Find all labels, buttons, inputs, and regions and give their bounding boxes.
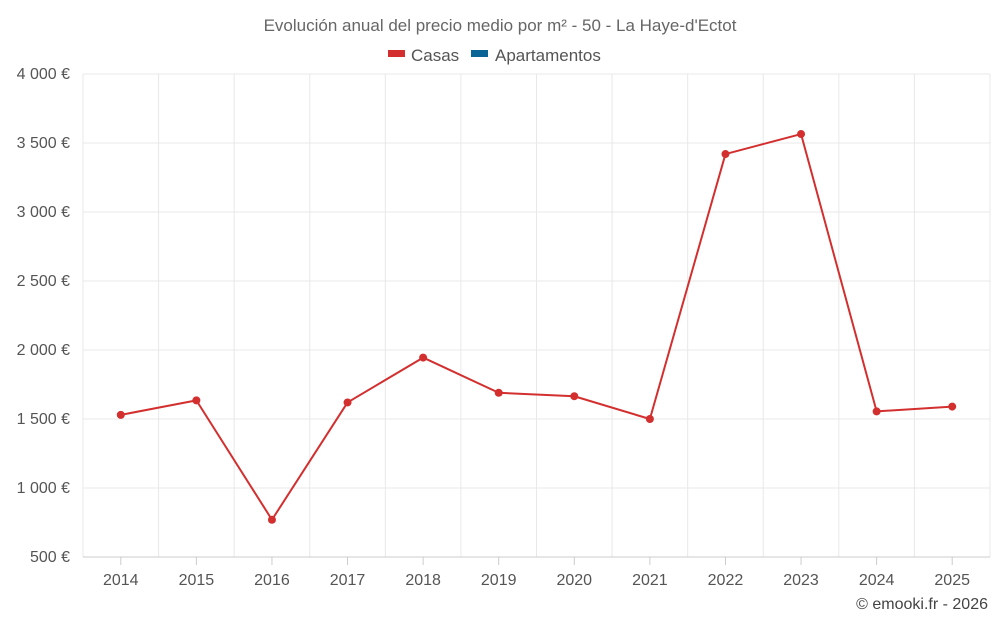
- legend: Casas Apartamentos: [388, 46, 601, 65]
- x-tick-label: 2025: [934, 572, 970, 589]
- y-tick-label: 3 000 €: [17, 204, 70, 221]
- x-tick-label: 2015: [179, 572, 215, 589]
- legend-swatch-apartamentos: [471, 50, 488, 57]
- x-tick-label: 2018: [405, 572, 441, 589]
- data-point-casas-2021[interactable]: [645, 415, 654, 423]
- legend-swatch-casas: [388, 50, 405, 57]
- x-tick-label: 2020: [556, 572, 592, 589]
- legend-label-apartamentos: Apartamentos: [495, 46, 601, 65]
- data-point-casas-2022[interactable]: [721, 150, 730, 159]
- data-point-casas-2015[interactable]: [192, 396, 201, 405]
- legend-item-casas[interactable]: Casas: [388, 46, 459, 65]
- legend-item-apartamentos[interactable]: Apartamentos: [471, 46, 601, 65]
- series-line-casas: [120, 133, 953, 521]
- x-tick-label: 2019: [481, 572, 517, 589]
- data-point-casas-2020[interactable]: [570, 392, 579, 401]
- y-tick-label: 3 500 €: [17, 135, 70, 152]
- y-tick-label: 500 €: [30, 549, 70, 566]
- data-point-casas-2017[interactable]: [343, 398, 352, 407]
- x-tick-label: 2014: [103, 572, 139, 589]
- data-point-casas-2023[interactable]: [797, 130, 806, 139]
- data-point-casas-2016[interactable]: [267, 515, 276, 524]
- chart-title: Evolución anual del precio medio por m² …: [264, 16, 737, 35]
- y-tick-label: 1 500 €: [17, 411, 70, 428]
- legend-label-casas: Casas: [411, 46, 459, 65]
- credit-text: © emooki.fr - 2026: [856, 596, 988, 613]
- x-tick-label: 2024: [859, 572, 895, 589]
- x-tick-label: 2021: [632, 572, 668, 589]
- x-tick-label: 2022: [708, 572, 744, 589]
- data-point-casas-2024[interactable]: [872, 407, 881, 416]
- x-tick-label: 2016: [254, 572, 290, 589]
- y-tick-label: 2 000 €: [17, 342, 70, 359]
- x-axis: 2014 2015 2016 2017 2018 2019 2020 2021 2022 2023…: [83, 556, 990, 589]
- data-point-casas-2018[interactable]: [419, 353, 428, 362]
- series-casas: [116, 130, 957, 524]
- data-point-casas-2025[interactable]: [948, 402, 957, 411]
- y-tick-label: 1 000 €: [17, 480, 70, 497]
- data-point-casas-2014[interactable]: [116, 410, 125, 419]
- y-axis: 500 € 1 000 € 1 500 € 2 000 € 2 500 € 3 000 €…: [17, 66, 70, 566]
- gridlines: [82, 73, 991, 557]
- x-tick-label: 2023: [783, 572, 819, 589]
- data-point-casas-2019[interactable]: [494, 388, 503, 397]
- y-tick-label: 2 500 €: [17, 273, 70, 290]
- x-tick-label: 2017: [330, 572, 366, 589]
- y-tick-label: 4 000 €: [17, 66, 70, 83]
